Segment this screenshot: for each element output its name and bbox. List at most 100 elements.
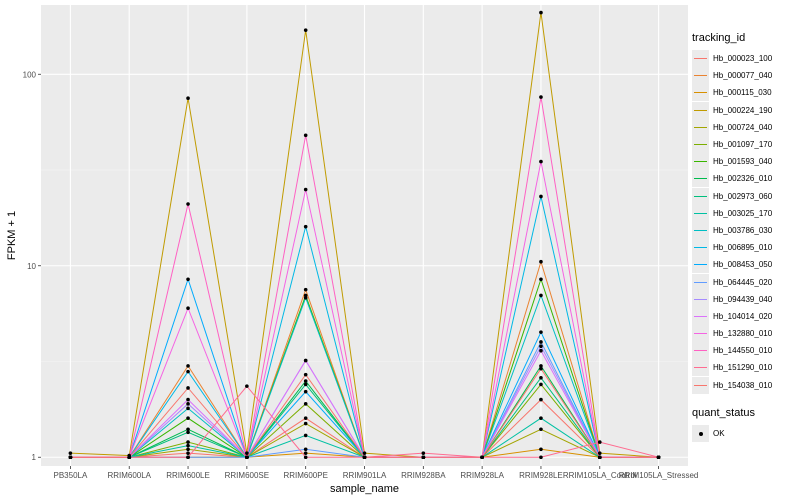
data-point xyxy=(186,455,190,460)
axes: 1 10 100 PB350LA RRIM600LA RRIM600LE RRIM600SE… xyxy=(23,70,699,480)
legend-item: Hb_104014_020 xyxy=(692,307,796,325)
legend-item: Hb_001593_040 xyxy=(692,153,796,171)
data-point xyxy=(539,95,543,99)
data-point xyxy=(303,402,308,406)
data-point xyxy=(539,375,543,380)
legend-item: Hb_006895_010 xyxy=(692,239,796,257)
data-point xyxy=(186,277,190,282)
data-point xyxy=(245,384,249,388)
legend-key xyxy=(692,221,709,239)
legend-label: Hb_132880_010 xyxy=(713,329,773,339)
legend-key xyxy=(692,67,709,85)
data-point xyxy=(539,277,543,282)
shape-legend-title: quant_status xyxy=(692,407,755,419)
x-tick-label: RRIM600LE xyxy=(166,471,210,480)
data-point xyxy=(421,455,426,460)
legend-item: Hb_001097_170 xyxy=(692,136,796,154)
data-point xyxy=(539,416,543,420)
legend-key xyxy=(692,273,709,291)
data-point xyxy=(597,440,602,444)
legend-key xyxy=(692,359,709,377)
data-point xyxy=(539,340,543,344)
data-point xyxy=(303,358,308,363)
data-point xyxy=(656,455,661,460)
legend-key xyxy=(692,256,709,274)
data-point xyxy=(539,397,543,402)
data-point xyxy=(127,455,132,460)
legend-key xyxy=(692,101,709,119)
data-point xyxy=(303,287,308,292)
shape-legend-item: OK xyxy=(692,425,796,443)
data-point xyxy=(303,379,308,383)
data-point xyxy=(303,416,308,420)
data-point xyxy=(303,224,308,229)
legend-key xyxy=(692,170,709,188)
legend-label: Hb_006895_010 xyxy=(713,243,773,253)
legend-item: Hb_002973_060 xyxy=(692,187,796,205)
legend-key xyxy=(692,239,709,257)
data-point xyxy=(186,96,190,100)
data-point xyxy=(186,430,190,435)
legend-item: Hb_000023_100 xyxy=(692,50,796,68)
legend-label: Hb_002326_010 xyxy=(713,174,773,184)
data-point xyxy=(186,402,190,406)
legend-key xyxy=(692,118,709,136)
legend-label: Hb_000224_190 xyxy=(713,105,773,115)
legend-label: Hb_104014_020 xyxy=(713,311,773,321)
data-point xyxy=(480,455,484,460)
legend-item: Hb_094439_040 xyxy=(692,290,796,308)
legend-item: Hb_154038_010 xyxy=(692,376,796,394)
data-point xyxy=(539,366,543,371)
data-point xyxy=(597,451,602,455)
data-point xyxy=(303,451,308,455)
data-point xyxy=(539,293,543,298)
legend-label: Hb_008453_050 xyxy=(713,260,773,270)
legend-item: Hb_000224_190 xyxy=(692,101,796,119)
data-point xyxy=(303,455,308,460)
data-point xyxy=(539,330,543,334)
data-point xyxy=(303,28,308,32)
legend-item: Hb_000077_040 xyxy=(692,67,796,85)
legend-label: Hb_154038_010 xyxy=(713,380,773,390)
legend-key xyxy=(692,325,709,343)
data-point xyxy=(245,451,249,455)
color-legend: tracking_id Hb_000023_100 Hb_000077_040 Hb… xyxy=(692,31,796,394)
legend-label: Hb_001593_040 xyxy=(713,157,773,167)
legend-key xyxy=(692,136,709,154)
x-tick-label: RRIM928BA xyxy=(401,471,446,480)
data-point xyxy=(539,364,543,368)
x-tick-label: RRIM901LA xyxy=(343,471,387,480)
legend-title: tracking_id xyxy=(692,32,746,44)
legend-item: Hb_064445_020 xyxy=(692,273,796,291)
data-point xyxy=(303,382,308,387)
data-point xyxy=(186,397,190,402)
legend-label: Hb_003025_170 xyxy=(713,208,773,218)
data-point xyxy=(539,427,543,432)
legend-key xyxy=(692,290,709,308)
data-point xyxy=(539,447,543,452)
data-point xyxy=(539,348,543,353)
data-point xyxy=(186,306,190,311)
x-tick-label: RRIM928LA xyxy=(460,471,504,480)
x-tick-label: PB350LA xyxy=(54,471,88,480)
legend-item: Hb_002326_010 xyxy=(692,170,796,188)
data-point xyxy=(186,369,190,374)
data-point xyxy=(539,382,543,387)
data-point xyxy=(186,443,190,448)
legend-key xyxy=(692,307,709,325)
data-point xyxy=(186,386,190,390)
series-points xyxy=(68,10,661,460)
data-point xyxy=(362,451,367,455)
x-tick-label: RRIM928LE xyxy=(519,471,563,480)
legend-label: Hb_000023_100 xyxy=(713,54,773,64)
data-point xyxy=(539,259,543,264)
shape-legend-key xyxy=(692,425,709,443)
legend-key xyxy=(692,84,709,102)
data-point xyxy=(539,159,543,164)
data-point xyxy=(539,194,543,199)
data-point xyxy=(186,202,190,206)
legend-label: Hb_000724_040 xyxy=(713,122,773,132)
data-point xyxy=(303,421,308,426)
y-axis-title: FPKM + 1 xyxy=(6,211,18,260)
legend-label: Hb_000115_030 xyxy=(713,88,772,98)
